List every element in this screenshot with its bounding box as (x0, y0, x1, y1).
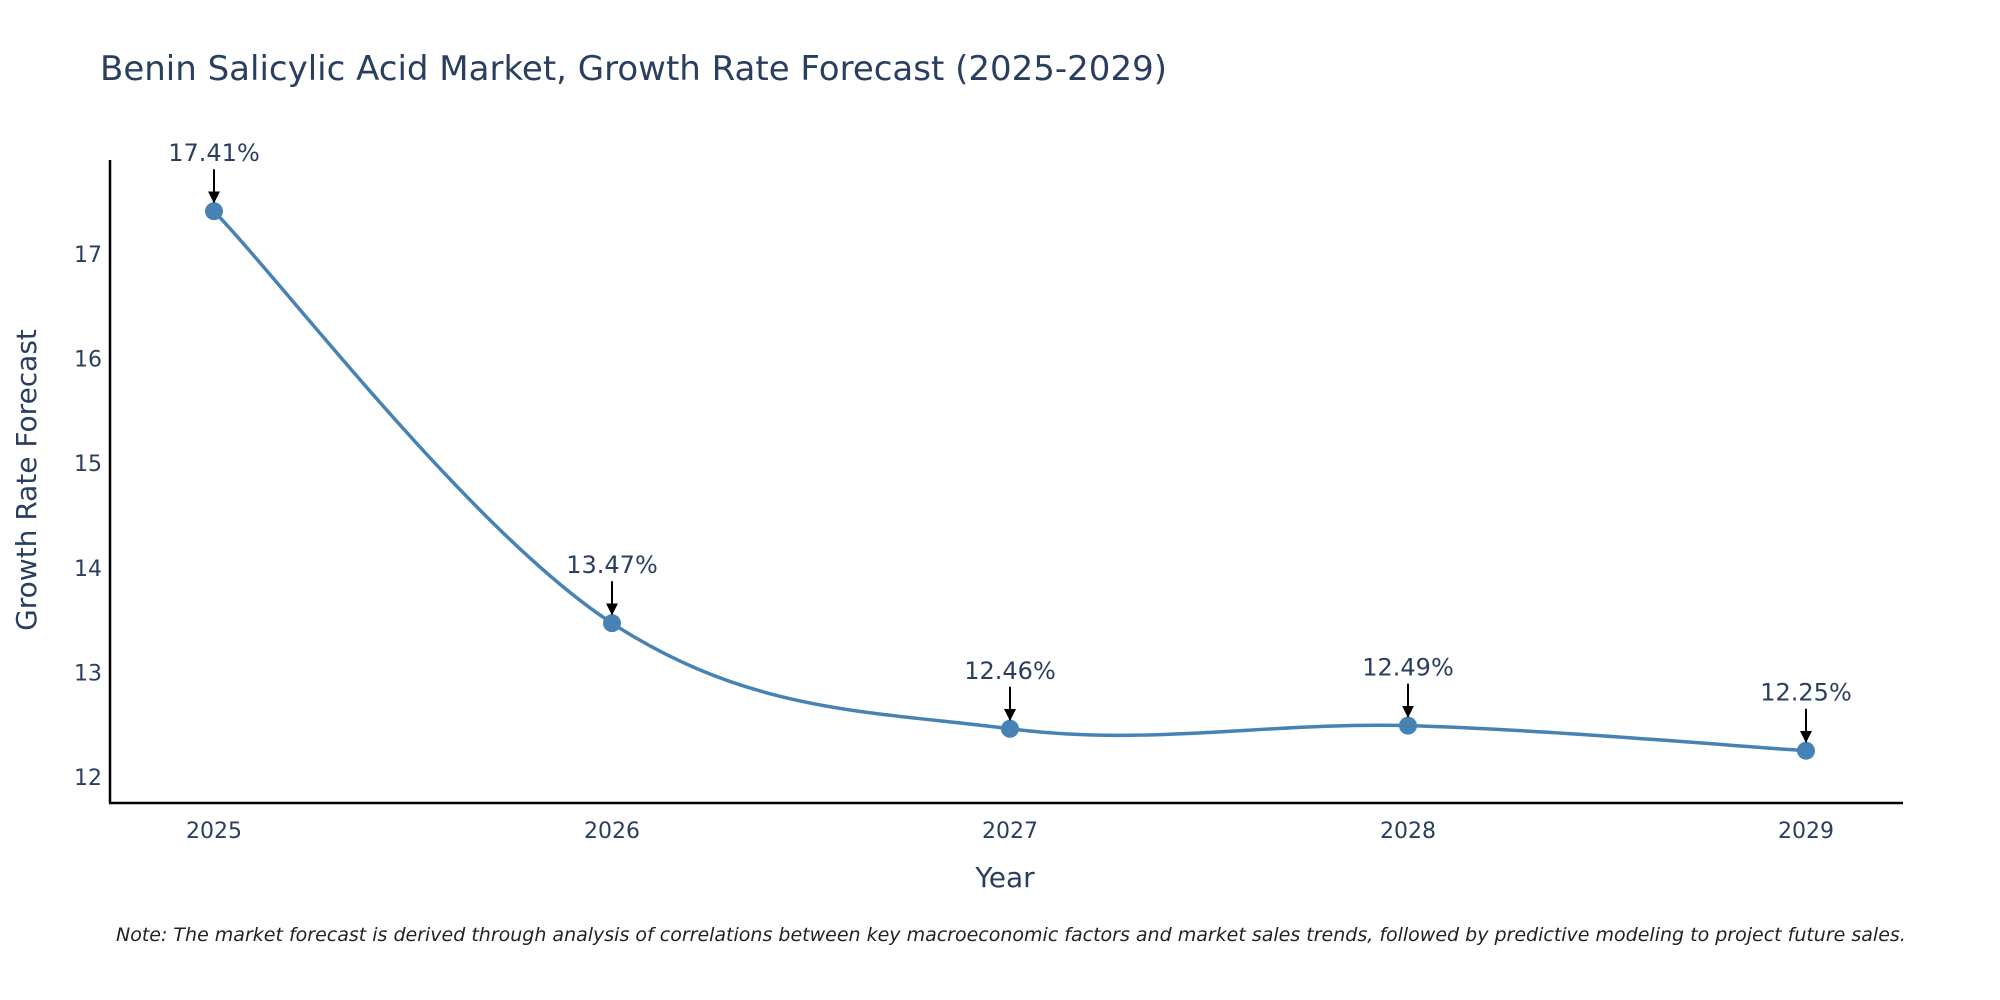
data-label-2028: 12.49% (1362, 654, 1454, 682)
data-point-2028 (1399, 716, 1417, 735)
data-point-2027 (1001, 719, 1019, 738)
data-point-2025 (205, 202, 223, 221)
y-tick-label: 17 (74, 243, 102, 268)
y-tick-label: 13 (74, 661, 102, 686)
x-axis-title: Year (974, 861, 1035, 894)
series-line (212, 209, 1808, 753)
x-tick-label: 2025 (186, 819, 242, 844)
data-label-2027: 12.46% (964, 657, 1056, 685)
y-tick-label: 12 (74, 766, 102, 791)
data-point-2026 (603, 614, 621, 633)
x-tick-label: 2026 (584, 819, 640, 844)
y-tick-label: 15 (74, 452, 102, 477)
data-label-2029: 12.25% (1760, 679, 1852, 707)
x-tick-labels: 2025 2026 2027 2028 2029 (186, 819, 1834, 844)
y-tick-label: 16 (74, 348, 102, 373)
y-tick-labels: 12 13 14 15 16 17 (74, 243, 102, 791)
axes (108, 160, 1903, 805)
data-label-2026: 13.47% (566, 551, 658, 579)
data-point-2029 (1797, 741, 1815, 760)
x-tick-label: 2027 (982, 819, 1038, 844)
data-label-2025: 17.41% (168, 139, 260, 167)
y-tick-label: 14 (74, 557, 102, 582)
data-markers (205, 202, 1815, 760)
data-annotations: 17.41% 13.47% 12.46% 12.49% 12.25% (168, 139, 1852, 743)
chart-title: Benin Salicylic Acid Market, Growth Rate… (100, 49, 1167, 89)
chart-note: Note: The market forecast is derived thr… (116, 924, 1906, 946)
x-tick-label: 2028 (1380, 819, 1436, 844)
y-axis-title: Growth Rate Forecast (10, 329, 43, 631)
x-tick-label: 2029 (1778, 819, 1834, 844)
